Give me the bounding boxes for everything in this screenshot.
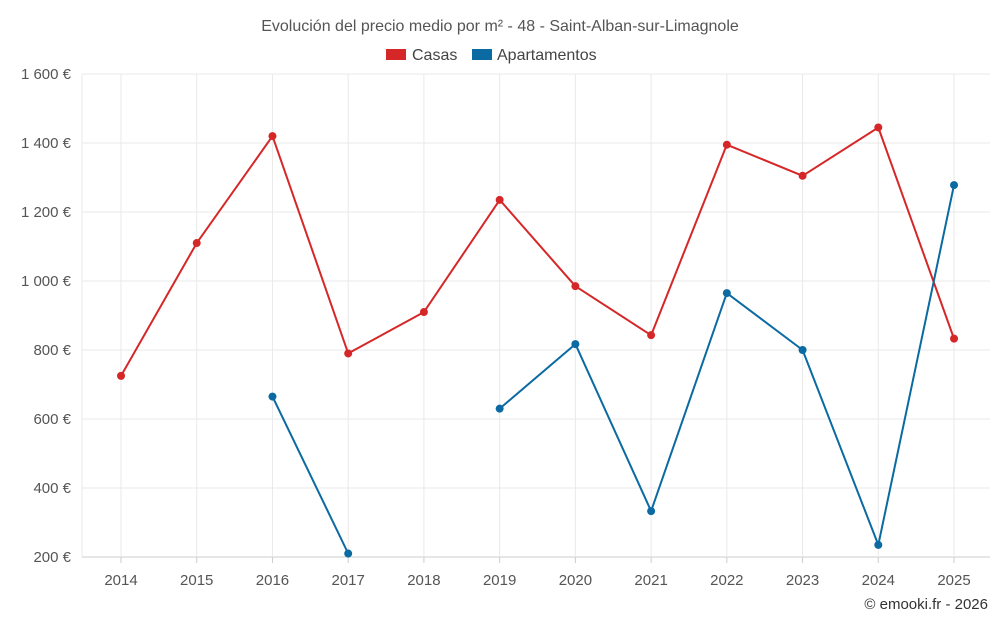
x-tick-label: 2024 <box>862 572 895 589</box>
legend-swatch-apartamentos <box>472 49 492 60</box>
data-point-casas[interactable] <box>571 282 580 291</box>
data-point-casas[interactable] <box>722 140 731 149</box>
data-point-casas[interactable] <box>419 308 428 317</box>
x-tick-label: 2017 <box>332 572 365 589</box>
data-point-apartamentos[interactable] <box>722 289 731 298</box>
data-point-casas[interactable] <box>268 132 277 141</box>
legend-item-apartamentos[interactable]: Apartamentos <box>472 47 597 64</box>
series-lines <box>120 126 955 554</box>
data-point-apartamentos[interactable] <box>344 549 353 558</box>
x-tick-label: 2023 <box>786 572 819 589</box>
data-point-casas[interactable] <box>192 239 201 248</box>
data-point-apartamentos[interactable] <box>571 340 580 349</box>
x-tick-label: 2020 <box>559 572 592 589</box>
legend: Casas Apartamentos <box>386 47 597 64</box>
data-point-apartamentos[interactable] <box>874 540 883 549</box>
legend-item-casas[interactable]: Casas <box>386 47 457 64</box>
data-point-apartamentos[interactable] <box>647 507 656 516</box>
x-tick-label: 2014 <box>104 572 137 589</box>
legend-label-casas: Casas <box>412 47 457 64</box>
data-point-casas[interactable] <box>647 331 656 340</box>
data-point-casas[interactable] <box>344 349 353 358</box>
x-tick-label: 2015 <box>180 572 213 589</box>
legend-label-apartamentos: Apartamentos <box>497 47 597 64</box>
data-point-apartamentos[interactable] <box>268 392 277 401</box>
data-point-apartamentos[interactable] <box>495 404 504 413</box>
x-tick-label: 2019 <box>483 572 516 589</box>
series-line-apartamentos <box>271 396 350 554</box>
series-line-casas <box>120 126 955 377</box>
x-tick-label: 2022 <box>710 572 743 589</box>
legend-swatch-casas <box>386 49 406 60</box>
data-point-casas[interactable] <box>798 171 807 180</box>
y-tick-label: 400 € <box>33 480 71 497</box>
y-tick-label: 1 400 € <box>21 135 72 152</box>
data-point-casas[interactable] <box>950 334 959 343</box>
data-point-apartamentos[interactable] <box>798 346 807 354</box>
x-tick-label: 2018 <box>407 572 440 589</box>
y-tick-label: 600 € <box>33 411 71 428</box>
series-points <box>117 123 959 558</box>
y-tick-label: 200 € <box>33 549 71 566</box>
data-point-casas[interactable] <box>117 371 125 380</box>
chart-title: Evolución del precio medio por m² - 48 -… <box>261 18 739 35</box>
y-tick-label: 1 000 € <box>21 273 72 290</box>
y-tick-label: 1 600 € <box>21 66 72 83</box>
credit-text: © emooki.fr - 2026 <box>864 596 988 613</box>
data-point-casas[interactable] <box>495 195 504 204</box>
data-point-apartamentos[interactable] <box>950 181 959 190</box>
axes: 200 € 400 € 600 € 800 € 1 000 € 1 200 € 1 400 … <box>21 66 971 589</box>
x-tick-label: 2021 <box>634 572 667 589</box>
y-tick-label: 1 200 € <box>21 204 72 221</box>
x-tick-label: 2016 <box>256 572 289 589</box>
x-tick-label: 2025 <box>937 572 970 589</box>
y-tick-label: 800 € <box>33 342 71 359</box>
data-point-casas[interactable] <box>874 123 883 132</box>
